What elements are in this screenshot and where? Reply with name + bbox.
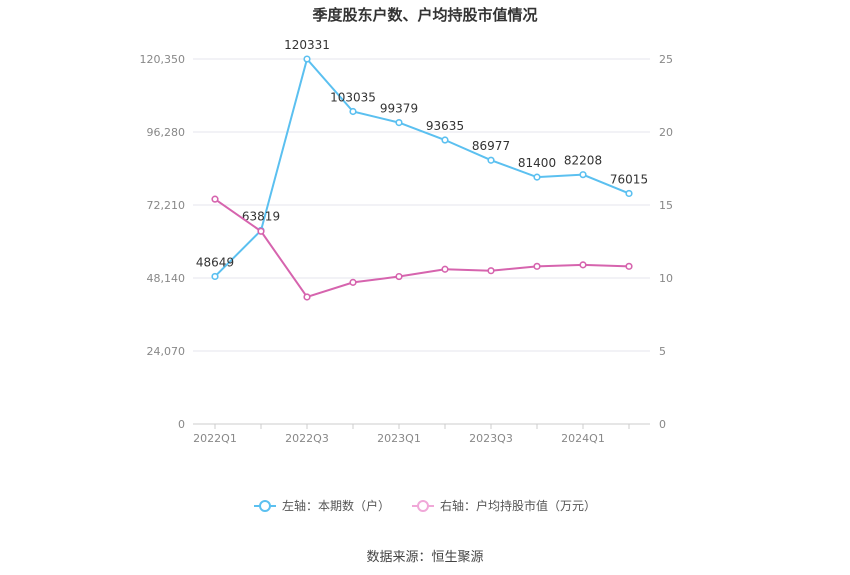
data-point-right [579, 261, 587, 269]
data-point-left [211, 272, 219, 281]
data-point-left [349, 107, 357, 116]
data-label: 120331 [284, 38, 330, 52]
y-left-tick-label: 72,210 [147, 199, 186, 212]
data-point-right [533, 262, 541, 270]
data-point-left [533, 173, 541, 181]
data-point-left [579, 171, 587, 179]
y-right-tick-label: 15 [659, 199, 673, 212]
y-left-tick-label: 96,280 [147, 126, 186, 139]
y-left-tick-label: 24,070 [147, 345, 186, 358]
legend-label-right-series: 右轴：户均持股市值（万元） [440, 499, 597, 513]
x-tick-label: 2023Q1 [377, 432, 421, 445]
legend-label-left-series: 左轴：本期数（户） [281, 499, 390, 513]
legend: 左轴：本期数（户） 右轴：户均持股市值（万元） [0, 497, 850, 514]
data-label: 82208 [564, 154, 602, 168]
y-right-tick-label: 10 [659, 272, 673, 285]
data-point-right [211, 195, 219, 203]
data-point-left [303, 55, 311, 63]
legend-marker-left-series [253, 499, 276, 513]
legend-item-left-series[interactable]: 左轴：本期数（户） [253, 497, 390, 514]
data-point-left [395, 119, 403, 127]
x-tick-label: 2024Q1 [561, 432, 605, 445]
data-point-right [349, 278, 357, 286]
data-point-left [487, 156, 495, 164]
y-left-tick-label: 120,350 [140, 53, 186, 66]
x-tick-label: 2022Q1 [193, 432, 237, 445]
x-tick-label: 2023Q3 [469, 432, 513, 445]
legend-item-right-series[interactable]: 右轴：户均持股市值（万元） [412, 497, 596, 514]
series-line-left [214, 56, 630, 278]
y-right-tick-label: 20 [659, 126, 673, 139]
data-point-right [625, 262, 633, 270]
data-point-right [487, 267, 495, 275]
y-left-tick-label: 0 [178, 418, 185, 431]
data-source: 数据来源：恒生聚源 [366, 550, 484, 565]
data-point-right [303, 293, 311, 301]
y-left-tick-label: 48,140 [147, 272, 186, 285]
data-point-right [395, 272, 403, 281]
data-label: 93635 [426, 119, 464, 133]
series-line-right [214, 198, 630, 299]
y-right-tick-label: 5 [659, 345, 666, 358]
y-right-tick-label: 25 [659, 53, 673, 66]
data-label: 99379 [380, 102, 418, 116]
data-point-left [625, 189, 633, 198]
y-right-tick-label: 0 [659, 418, 666, 431]
data-label: 76015 [610, 172, 648, 186]
data-label: 48649 [196, 255, 234, 269]
data-point-right [441, 265, 449, 273]
data-label: 63819 [242, 209, 280, 223]
legend-marker-right-series [412, 499, 434, 513]
chart-title: 季度股东户数、户均持股市值情况 [312, 6, 538, 24]
data-label: 103035 [330, 91, 376, 105]
x-tick-label: 2022Q3 [285, 432, 329, 445]
data-point-right [257, 227, 265, 235]
data-point-left [441, 136, 449, 144]
data-label: 81400 [518, 156, 556, 170]
data-label: 86977 [472, 139, 510, 153]
